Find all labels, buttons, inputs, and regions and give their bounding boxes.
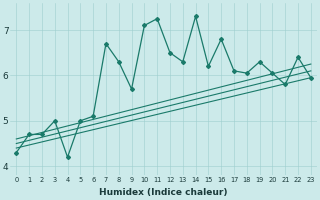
X-axis label: Humidex (Indice chaleur): Humidex (Indice chaleur) <box>99 188 228 197</box>
